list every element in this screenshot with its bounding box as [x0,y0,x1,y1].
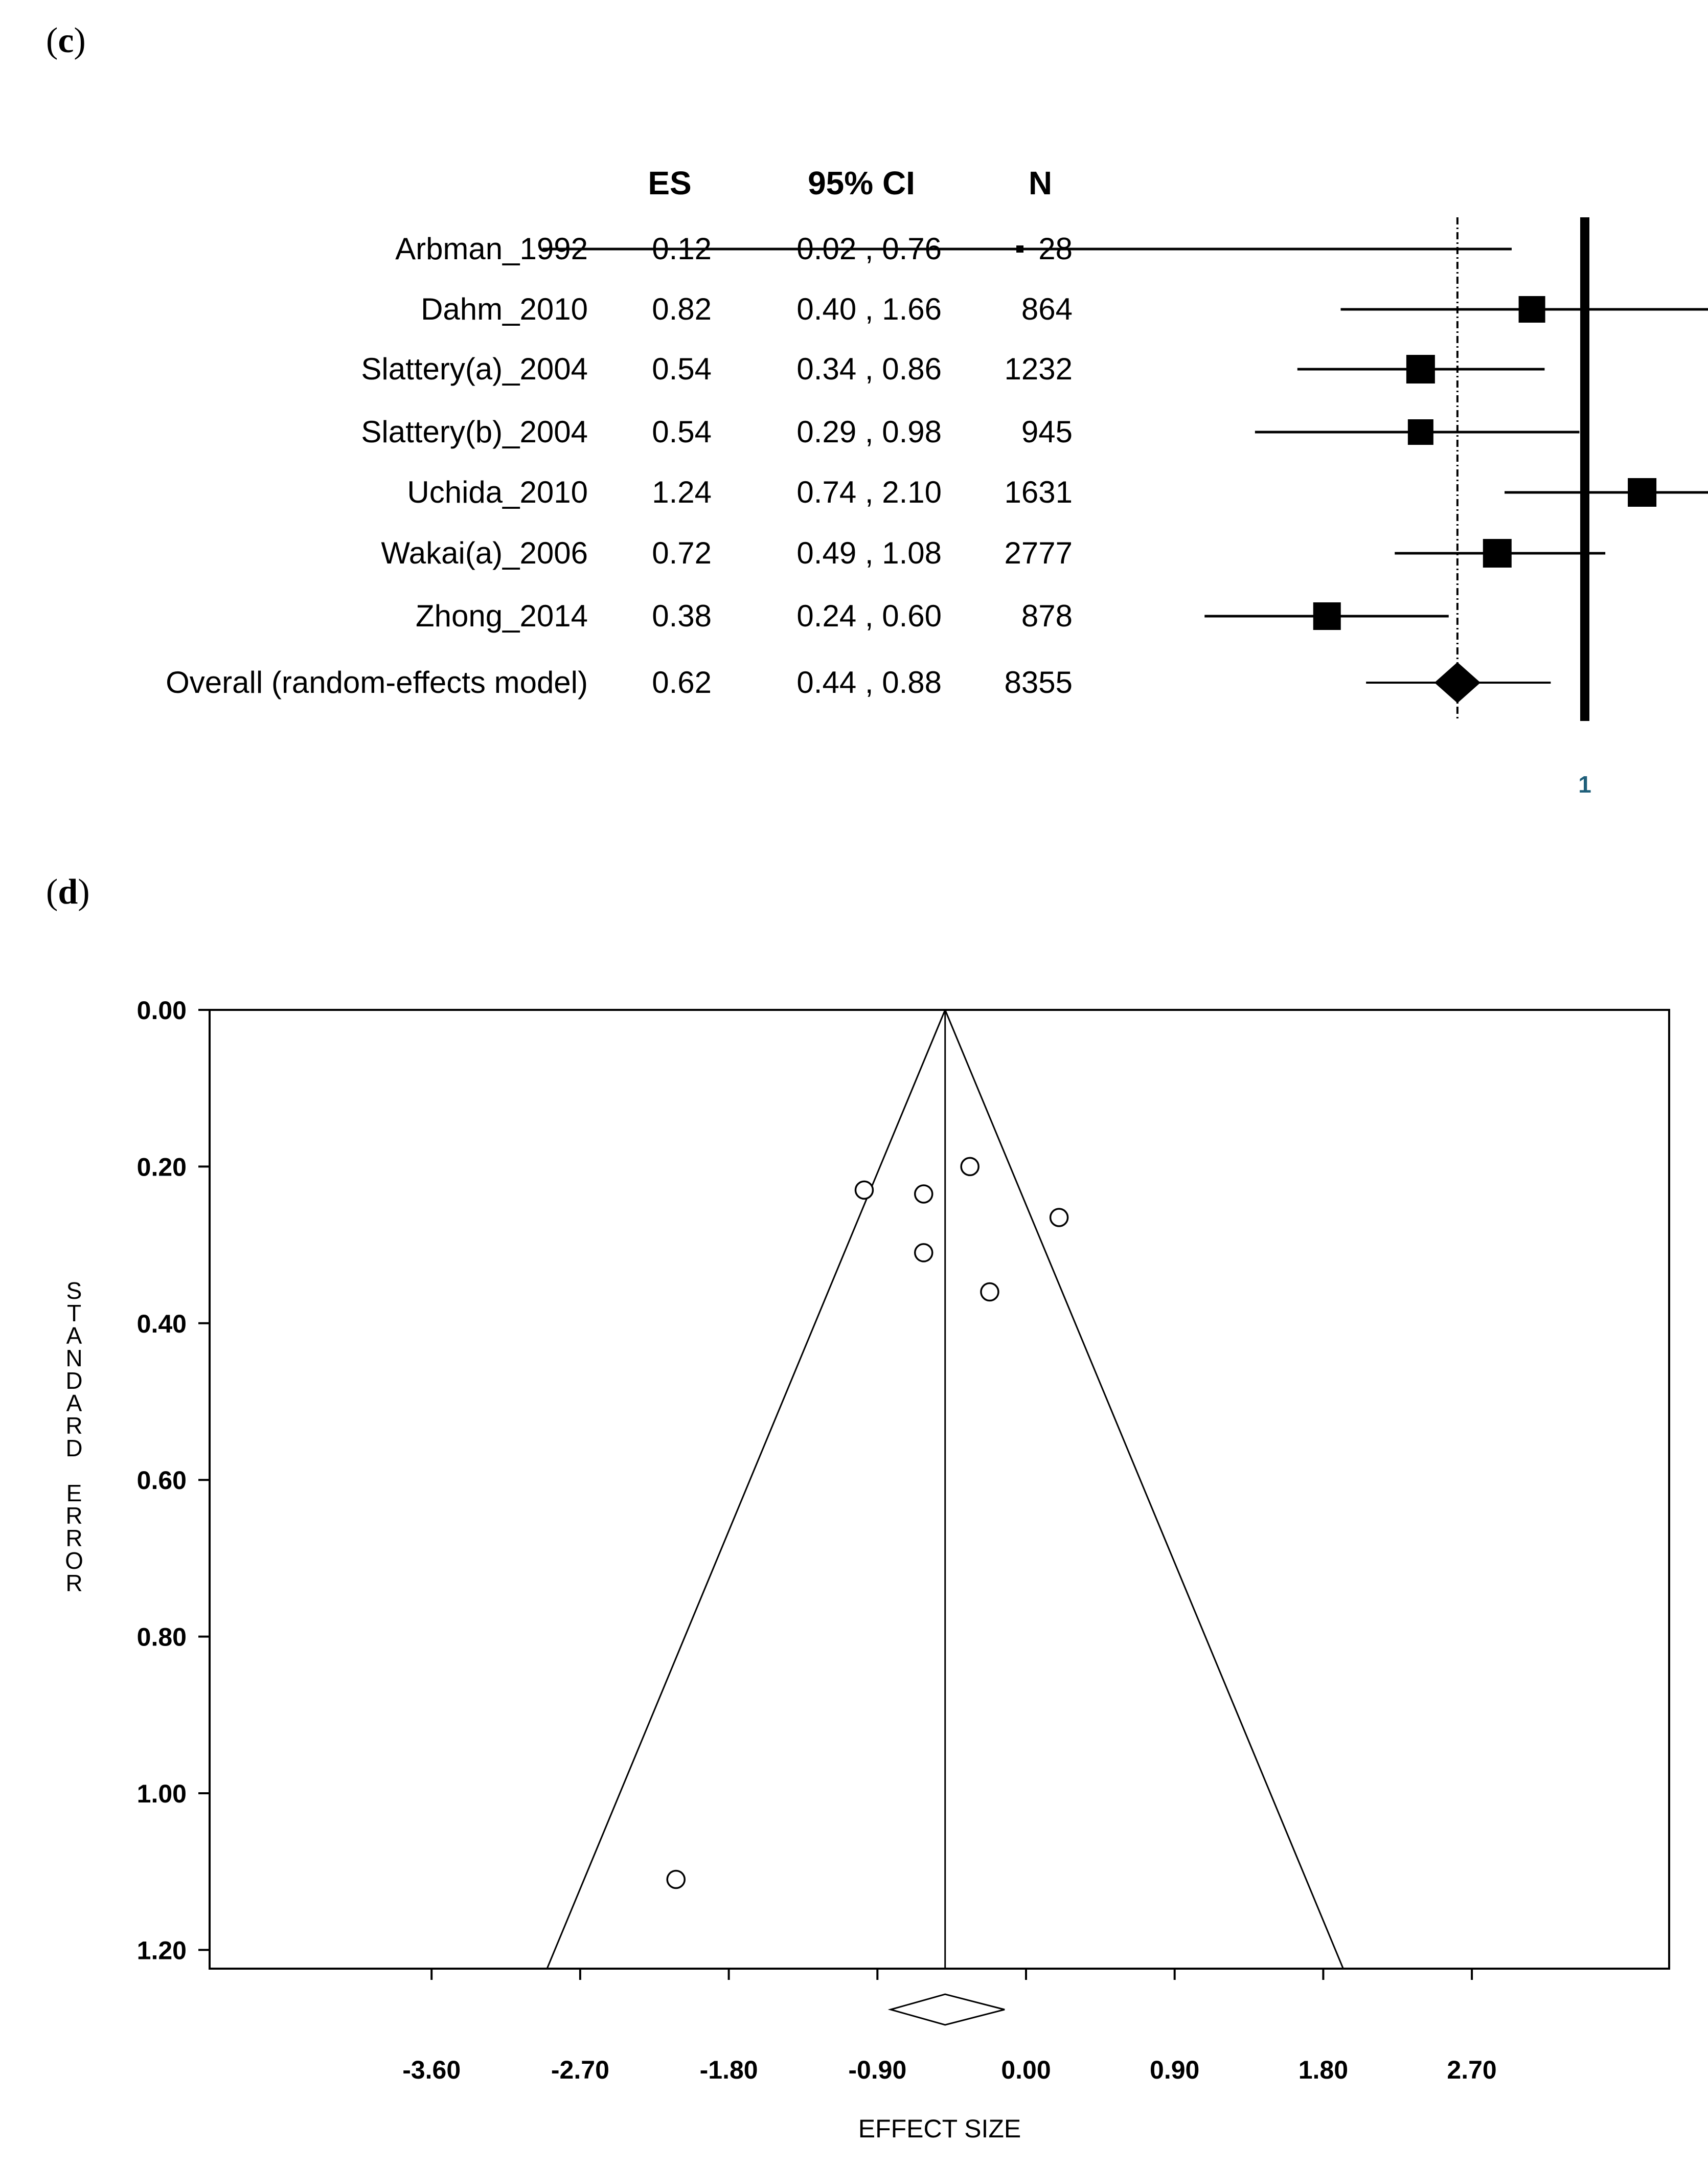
ci-value: 0.49 , 1.08 [796,536,942,570]
study-label: Wakai(a)_2006 [381,536,588,570]
x-tick-label: -1.80 [700,2056,758,2084]
y-tick-label: 1.00 [137,1779,187,1808]
x-tick-label: 0.90 [1150,2056,1199,2084]
ci-value: 0.24 , 0.60 [796,599,942,633]
study-label: Overall (random-effects model) [166,665,588,700]
es-value: 1.24 [652,475,712,509]
panel-c-label: (c) [46,21,86,60]
x-tick-label: -3.60 [402,2056,461,2084]
effect-square [1406,355,1435,384]
header-ci: 95% CI [808,165,915,201]
study-point [980,1282,999,1302]
study-point [1049,1208,1069,1227]
x-tick-label: -0.90 [848,2056,906,2084]
x-tick-label: 1.80 [1299,2056,1348,2084]
study-label: Slattery(b)_2004 [361,415,588,449]
ci-value: 0.34 , 0.86 [796,352,942,386]
x-tick-label: 0.00 [1001,2056,1051,2084]
effect-square [1518,296,1545,323]
es-value: 0.82 [652,292,712,326]
es-value: 0.62 [652,665,712,700]
ci-value: 0.40 , 1.66 [796,292,942,326]
ci-value: 0.74 , 2.10 [796,475,942,509]
effect-square [1628,478,1657,507]
ci-value: 0.29 , 0.98 [796,415,942,449]
header-n: N [1029,165,1052,201]
n-value: 945 [1021,415,1073,449]
funnel-plot: 0.00 0.20 0.40 0.60 0.80 1.00 1.20 -3.60 -2.70 -1… [65,996,1670,2143]
n-value: 2777 [1005,536,1073,570]
y-tick-label: 1.20 [137,1936,187,1965]
funnel-right-limit [944,1009,1344,1969]
study-label: Uchida_2010 [407,475,588,509]
y-tick-label: 0.00 [137,996,187,1025]
n-value: 878 [1021,599,1073,633]
effect-square [1407,419,1433,445]
es-value: 0.54 [652,352,712,386]
study-point [854,1180,874,1200]
y-tick-label: 0.20 [137,1153,187,1181]
n-value: 1232 [1005,352,1073,386]
effect-square [1313,602,1341,630]
study-point [960,1157,980,1177]
es-value: 0.72 [652,536,712,570]
pooled-diamond [887,1993,1005,2026]
funnel-left-limit [546,1009,946,1969]
ci-value: 0.44 , 0.88 [796,665,942,700]
n-value: 8355 [1005,665,1073,700]
y-tick-label: 0.60 [137,1466,187,1495]
study-label: Zhong_2014 [416,599,588,633]
effect-square [1016,245,1024,253]
x-axis-label: EFFECT SIZE [858,2114,1021,2143]
n-value: 1631 [1005,475,1073,509]
x-tick-label: 2.70 [1447,2056,1496,2084]
es-value: 0.54 [652,415,712,449]
effect-square [1483,539,1512,568]
study-point [666,1869,686,1889]
y-tick-label: 0.80 [137,1623,187,1652]
overall-diamond [1434,662,1481,703]
es-value: 0.38 [652,599,712,633]
study-point [914,1243,933,1262]
study-label: Dahm_2010 [421,292,588,326]
header-es: ES [648,165,691,201]
study-point [914,1184,933,1204]
study-label: Slattery(a)_2004 [361,352,588,386]
null-line-label: 1 [1578,771,1591,798]
x-tick-label: -2.70 [551,2056,609,2084]
y-tick-label: 0.40 [137,1310,187,1338]
panel-d-label: (d) [46,872,90,912]
n-value: 864 [1021,292,1073,326]
plot-frame [209,1009,1670,1970]
